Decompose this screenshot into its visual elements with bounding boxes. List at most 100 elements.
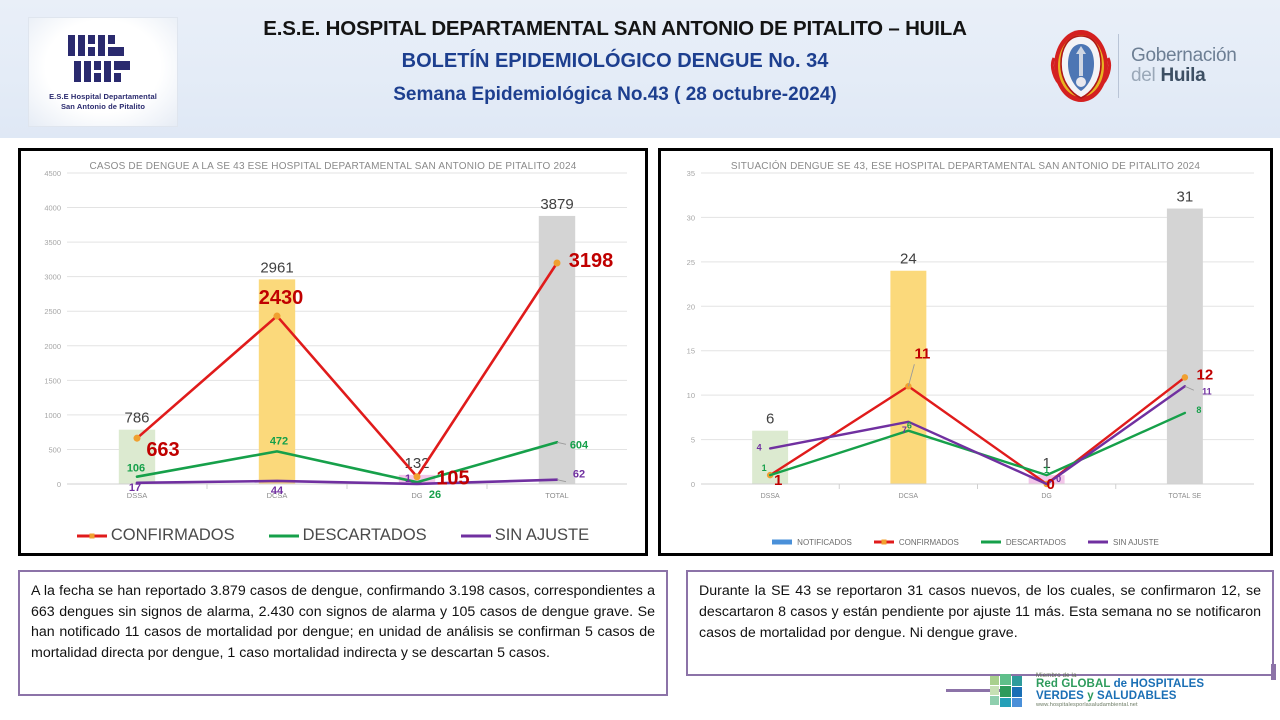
green-logo-saludables: SALUDABLES bbox=[1096, 689, 1177, 702]
legend-item-sin-ajuste[interactable]: SIN AJUSTE bbox=[460, 526, 589, 545]
hospital-logo-line2: San Antonio de Pitalito bbox=[60, 101, 146, 111]
green-logo-line0: Miembro de la bbox=[1036, 673, 1077, 680]
green-logo-verdes: VERDES bbox=[1036, 689, 1088, 702]
svg-text:1: 1 bbox=[1042, 455, 1050, 472]
chart-panel-week[interactable]: SITUACIÓN DENGUE SE 43, ESE HOSPITAL DEP… bbox=[658, 148, 1273, 556]
legend-swatch-icon bbox=[1088, 540, 1109, 544]
green-logo-y: y bbox=[1087, 689, 1097, 702]
huila-coat-of-arms-icon bbox=[1050, 30, 1112, 102]
legend-swatch-icon bbox=[873, 539, 894, 545]
logo-divider bbox=[1118, 34, 1119, 98]
svg-text:TOTAL: TOTAL bbox=[545, 491, 568, 500]
chart-left-plot: 0 500 1000 1500 2000 2500 3000 3500 4000 4500 786 2… bbox=[44, 169, 627, 501]
legend-label: DESCARTADOS bbox=[1005, 537, 1067, 547]
svg-text:0: 0 bbox=[691, 480, 695, 489]
summary-text-left: A la fecha se han reportado 3.879 casos … bbox=[31, 583, 655, 661]
svg-text:15: 15 bbox=[687, 347, 695, 356]
svg-text:1000: 1000 bbox=[44, 411, 61, 420]
svg-text:30: 30 bbox=[687, 213, 695, 222]
legend-item-sin-ajuste[interactable]: SIN AJUSTE bbox=[1088, 537, 1159, 547]
legend-item-confirmados[interactable]: CONFIRMADOS bbox=[76, 526, 235, 545]
government-logo: Gobernación del Huila bbox=[1050, 18, 1260, 114]
legend-label: CONFIRMADOS bbox=[110, 526, 235, 544]
svg-text:2500: 2500 bbox=[44, 307, 61, 316]
svg-text:0: 0 bbox=[57, 480, 61, 489]
chart-right-legend: NOTIFICADOS CONFIRMADOS DESCARTADOS SIN AJU… bbox=[661, 537, 1270, 547]
svg-text:11: 11 bbox=[1202, 386, 1212, 396]
svg-text:4000: 4000 bbox=[44, 204, 61, 213]
page-header: E.S.E Hospital Departamental San Antonio… bbox=[0, 0, 1280, 138]
legend-item-confirmados[interactable]: CONFIRMADOS bbox=[873, 537, 959, 547]
legend-swatch-icon bbox=[460, 534, 491, 537]
svg-text:DG: DG bbox=[1041, 493, 1052, 500]
svg-text:0: 0 bbox=[1046, 476, 1054, 493]
svg-text:2000: 2000 bbox=[44, 342, 61, 351]
chart-left-legend: CONFIRMADOS DESCARTADOS SIN AJUSTE bbox=[21, 526, 645, 545]
hospital-logo-line1: E.S.E Hospital Departamental bbox=[49, 91, 157, 101]
bulletin-subtitle: BOLETÍN EPIDEMIOLÓGICO DENGUE No. 34 bbox=[401, 50, 829, 72]
green-logo-line2: VERDES y SALUDABLES bbox=[1036, 689, 1204, 703]
legend-swatch-icon bbox=[980, 540, 1001, 544]
gov-logo-huila: Huila bbox=[1160, 65, 1206, 86]
svg-text:DG: DG bbox=[411, 491, 422, 500]
legend-label: NOTIFICADOS bbox=[797, 537, 852, 547]
svg-text:604: 604 bbox=[570, 439, 589, 451]
svg-text:DSSA: DSSA bbox=[761, 493, 780, 500]
svg-text:DCSA: DCSA bbox=[267, 491, 288, 500]
svg-text:24: 24 bbox=[900, 251, 917, 268]
svg-text:DSSA: DSSA bbox=[127, 491, 147, 500]
page-title: E.S.E. HOSPITAL DEPARTAMENTAL SAN ANTONI… bbox=[263, 17, 967, 40]
svg-text:7: 7 bbox=[902, 425, 907, 435]
svg-text:663: 663 bbox=[146, 439, 179, 461]
hospital-logo: E.S.E Hospital Departamental San Antonio… bbox=[28, 17, 178, 127]
svg-text:4: 4 bbox=[757, 442, 762, 452]
svg-text:105: 105 bbox=[436, 468, 469, 490]
svg-text:106: 106 bbox=[127, 463, 145, 475]
svg-text:1: 1 bbox=[762, 463, 767, 473]
svg-text:1500: 1500 bbox=[44, 376, 61, 385]
legend-swatch-icon bbox=[772, 539, 793, 545]
chart-title-left: CASOS DE DENGUE A LA SE 43 ESE HOSPITAL … bbox=[89, 161, 577, 172]
legend-item-notificados[interactable]: NOTIFICADOS bbox=[772, 537, 852, 547]
svg-text:1: 1 bbox=[774, 472, 782, 489]
svg-text:62: 62 bbox=[573, 469, 585, 481]
summary-text-right: Durante la SE 43 se reportaron 31 casos … bbox=[699, 583, 1261, 641]
svg-text:4500: 4500 bbox=[44, 169, 61, 178]
green-hospitals-squares-icon bbox=[990, 674, 1022, 707]
legend-item-descartados[interactable]: DESCARTADOS bbox=[980, 537, 1067, 547]
svg-text:6: 6 bbox=[907, 421, 912, 431]
svg-text:11: 11 bbox=[914, 345, 930, 362]
svg-text:12: 12 bbox=[1197, 366, 1214, 383]
chart-panel-cumulative[interactable]: CASOS DE DENGUE A LA SE 43 ESE HOSPITAL … bbox=[18, 148, 648, 556]
svg-text:17: 17 bbox=[129, 482, 141, 494]
svg-text:500: 500 bbox=[48, 445, 61, 454]
svg-text:TOTAL SE: TOTAL SE bbox=[1168, 493, 1201, 500]
green-logo-url: www.hospitalesporlasaludambiental.net bbox=[1036, 702, 1138, 709]
svg-text:10: 10 bbox=[687, 391, 695, 400]
summary-textbox-week: Durante la SE 43 se reportaron 31 casos … bbox=[686, 570, 1274, 676]
chart-title-right: SITUACIÓN DENGUE SE 43, ESE HOSPITAL DEP… bbox=[730, 161, 1201, 172]
svg-text:DCSA: DCSA bbox=[899, 493, 919, 500]
legend-swatch-icon bbox=[268, 534, 299, 537]
header-titles: E.S.E. HOSPITAL DEPARTAMENTAL SAN ANTONI… bbox=[190, 14, 1040, 112]
gov-logo-line2: del Huila bbox=[1131, 65, 1237, 86]
green-logo-line1: Red GLOBAL de HOSPITALES bbox=[1036, 678, 1205, 691]
hospital-monogram-icon bbox=[68, 34, 130, 82]
svg-text:8: 8 bbox=[1196, 405, 1201, 415]
svg-text:2961: 2961 bbox=[260, 259, 293, 276]
epi-week-subtitle: Semana Epidemiológica No.43 ( 28 octubre… bbox=[393, 84, 837, 105]
svg-text:35: 35 bbox=[687, 169, 695, 178]
svg-text:1: 1 bbox=[1044, 465, 1049, 475]
svg-text:31: 31 bbox=[1177, 189, 1194, 206]
gov-logo-line1: Gobernación bbox=[1131, 44, 1237, 66]
legend-item-descartados[interactable]: DESCARTADOS bbox=[268, 526, 427, 545]
legend-label: SIN AJUSTE bbox=[1113, 537, 1159, 547]
svg-text:44: 44 bbox=[271, 485, 284, 497]
legend-label: DESCARTADOS bbox=[302, 526, 427, 544]
green-logo-red-global: Red GLOBAL bbox=[1036, 678, 1114, 691]
green-logo-de-hospitales: de HOSPITALES bbox=[1113, 678, 1205, 691]
svg-text:1: 1 bbox=[405, 473, 411, 485]
svg-text:25: 25 bbox=[687, 258, 695, 267]
svg-text:3198: 3198 bbox=[569, 250, 614, 272]
